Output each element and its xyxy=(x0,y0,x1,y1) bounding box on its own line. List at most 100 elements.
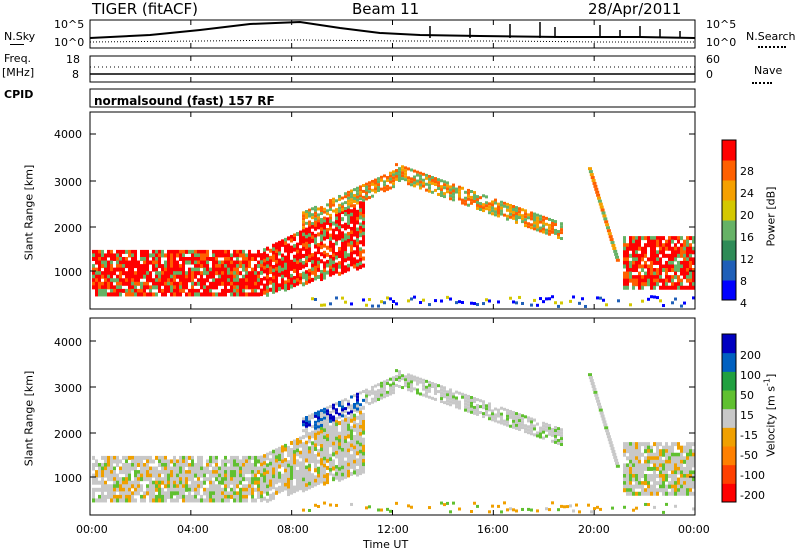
range-gate-cell xyxy=(128,264,131,269)
velocity-ytick-2000: 2000 xyxy=(54,428,82,441)
range-gate-cell xyxy=(362,430,365,435)
range-gate-cell xyxy=(323,428,326,433)
range-gate-cell xyxy=(356,192,359,196)
range-gate-cell xyxy=(191,494,194,499)
range-gate-cell xyxy=(206,466,209,471)
range-gate-cell xyxy=(647,477,650,482)
range-gate-cell xyxy=(329,215,332,220)
range-gate-cell xyxy=(197,462,200,467)
range-gate-cell xyxy=(344,300,347,304)
range-gate-cell xyxy=(218,249,221,254)
range-gate-cell xyxy=(647,481,650,486)
range-gate-cell xyxy=(299,248,302,253)
range-gate-cell xyxy=(116,267,119,272)
range-gate-cell xyxy=(287,453,290,458)
range-gate-cell xyxy=(359,410,362,415)
range-gate-cell xyxy=(440,299,443,303)
range-gate-cell xyxy=(665,452,668,457)
range-gate-cell xyxy=(500,212,503,216)
range-gate-cell xyxy=(350,251,353,256)
range-gate-cell xyxy=(320,212,323,216)
range-gate-cell xyxy=(326,434,329,439)
range-gate-cell xyxy=(347,202,350,206)
range-gate-cell xyxy=(512,508,515,512)
range-gate-cell xyxy=(686,442,689,447)
range-gate-cell xyxy=(506,508,509,512)
range-gate-cell xyxy=(554,429,557,433)
range-gate-cell xyxy=(215,491,218,496)
range-gate-cell xyxy=(299,241,302,246)
range-gate-cell xyxy=(191,477,194,482)
range-gate-cell xyxy=(221,288,224,293)
range-gate-cell xyxy=(377,383,380,387)
range-gate-cell xyxy=(212,494,215,499)
range-gate-cell xyxy=(589,173,594,177)
range-gate-cell xyxy=(326,444,329,449)
range-gate-cell xyxy=(284,472,287,477)
range-gate-cell xyxy=(626,285,629,290)
range-gate-cell xyxy=(143,288,146,293)
range-gate-cell xyxy=(263,471,266,476)
range-gate-cell xyxy=(314,251,317,256)
range-gate-cell xyxy=(692,507,695,511)
range-gate-cell xyxy=(455,190,458,194)
range-gate-cell xyxy=(488,205,491,209)
range-gate-cell xyxy=(455,402,458,406)
range-gate-cell xyxy=(119,253,122,258)
range-gate-cell xyxy=(347,420,350,425)
range-gate-cell xyxy=(107,281,110,286)
range-gate-cell xyxy=(308,467,311,472)
range-gate-cell xyxy=(167,477,170,482)
range-gate-cell xyxy=(515,418,518,422)
range-gate-cell xyxy=(164,278,167,283)
range-gate-cell xyxy=(656,442,659,447)
range-gate-cell xyxy=(329,503,332,507)
range-gate-cell xyxy=(293,453,296,458)
range-gate-cell xyxy=(116,487,119,492)
range-gate-cell xyxy=(671,301,674,305)
range-gate-cell xyxy=(632,236,635,241)
range-gate-cell xyxy=(296,253,299,258)
range-gate-cell xyxy=(644,481,647,486)
range-gate-cell xyxy=(359,432,362,437)
range-gate-cell xyxy=(356,248,359,253)
range-gate-cell xyxy=(683,250,686,255)
range-gate-cell xyxy=(170,288,173,293)
range-gate-cell xyxy=(392,185,395,189)
range-gate-cell xyxy=(287,492,290,497)
range-gate-cell xyxy=(314,233,317,238)
range-gate-cell xyxy=(329,254,332,259)
range-gate-cell xyxy=(686,264,689,269)
range-gate-cell xyxy=(191,281,194,286)
range-gate-cell xyxy=(371,391,374,395)
range-gate-cell xyxy=(446,184,449,188)
range-gate-cell xyxy=(236,260,239,265)
range-gate-cell xyxy=(101,477,104,482)
range-gate-cell xyxy=(185,473,188,478)
range-gate-cell xyxy=(524,224,527,228)
range-gate-cell xyxy=(344,268,347,273)
range-gate-cell xyxy=(131,253,134,258)
range-gate-cell xyxy=(317,221,320,226)
range-gate-cell xyxy=(164,267,167,272)
range-gate-cell xyxy=(278,471,281,476)
range-gate-cell xyxy=(662,243,665,248)
range-gate-cell xyxy=(98,249,101,254)
range-gate-cell xyxy=(290,487,293,492)
range-gate-cell xyxy=(524,430,527,434)
range-gate-cell xyxy=(326,426,329,431)
range-gate-cell xyxy=(290,469,293,474)
range-gate-cell xyxy=(194,470,197,475)
range-gate-cell xyxy=(671,275,674,280)
range-gate-cell xyxy=(374,396,377,400)
range-gate-cell xyxy=(635,282,638,287)
range-gate-cell xyxy=(350,454,353,459)
range-gate-cell xyxy=(443,195,446,199)
range-gate-cell xyxy=(242,274,245,279)
range-gate-cell xyxy=(167,256,170,261)
range-gate-cell xyxy=(131,466,134,471)
range-gate-cell xyxy=(662,484,665,489)
range-gate-cell xyxy=(497,211,500,215)
range-gate-cell xyxy=(311,253,314,258)
range-gate-cell xyxy=(591,384,596,388)
